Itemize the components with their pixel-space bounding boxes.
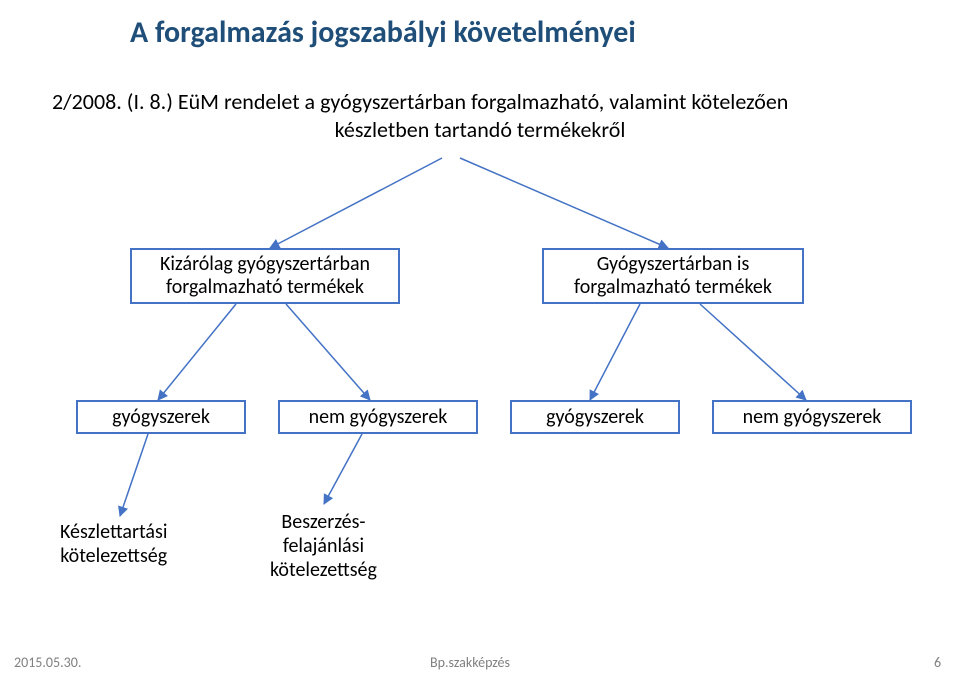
level4-1-line3: kötelezettség bbox=[270, 558, 377, 582]
level4-0-line2: kötelezettség bbox=[60, 544, 167, 568]
arrow-1 bbox=[460, 158, 668, 248]
arrow-4 bbox=[590, 304, 640, 400]
level3-label-1: nem gyógyszerek bbox=[309, 405, 448, 429]
level2-box-right: Gyógyszertárban is forgalmazható terméke… bbox=[542, 248, 804, 304]
level2-right-line1: Gyógyszertárban is bbox=[597, 253, 750, 276]
arrow-2 bbox=[158, 304, 236, 400]
level2-box-left: Kizárólag gyógyszertárban forgalmazható … bbox=[130, 248, 400, 304]
level4-0-line1: Készlettartási bbox=[60, 520, 167, 544]
level3-label-2: gyógyszerek bbox=[546, 405, 644, 429]
subtitle-line1: 2/2008. (I. 8.) EüM rendelet a gyógyszer… bbox=[52, 88, 908, 116]
footer-pagenum: 6 bbox=[934, 654, 941, 671]
level3-box-2: gyógyszerek bbox=[510, 400, 680, 434]
level3-label-0: gyógyszerek bbox=[112, 405, 210, 429]
slide-root: A forgalmazás jogszabályi követelményei … bbox=[0, 0, 960, 679]
arrow-7 bbox=[324, 434, 362, 504]
level4-label-1: Beszerzés- felajánlási kötelezettség bbox=[270, 510, 377, 582]
slide-subtitle: 2/2008. (I. 8.) EüM rendelet a gyógyszer… bbox=[52, 88, 908, 143]
level3-box-1: nem gyógyszerek bbox=[278, 400, 478, 434]
level4-1-line1: Beszerzés- bbox=[270, 510, 377, 534]
level3-label-3: nem gyógyszerek bbox=[743, 405, 882, 429]
level4-1-line2: felajánlási bbox=[270, 534, 377, 558]
arrow-5 bbox=[700, 304, 806, 400]
subtitle-line2: készletben tartandó termékekről bbox=[52, 116, 908, 144]
footer-date: 2015.05.30. bbox=[14, 654, 81, 671]
level2-right-line2: forgalmazható termékek bbox=[574, 276, 772, 299]
level4-label-0: Készlettartási kötelezettség bbox=[60, 520, 167, 568]
footer-title: Bp.szakképzés bbox=[430, 654, 510, 671]
level2-left-line1: Kizárólag gyógyszertárban bbox=[160, 253, 370, 276]
slide-title: A forgalmazás jogszabályi követelményei bbox=[130, 14, 636, 51]
level3-box-0: gyógyszerek bbox=[76, 400, 246, 434]
arrow-6 bbox=[120, 434, 148, 516]
level2-left-line2: forgalmazható termékek bbox=[166, 276, 364, 299]
level3-box-3: nem gyógyszerek bbox=[712, 400, 912, 434]
arrow-0 bbox=[270, 158, 442, 248]
arrow-3 bbox=[286, 304, 370, 400]
